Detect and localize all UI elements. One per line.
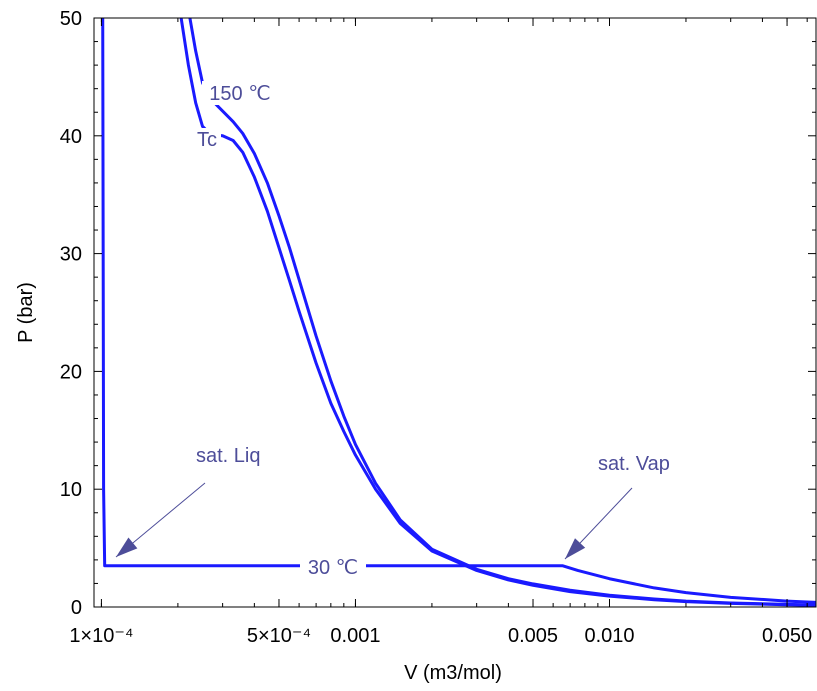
annotation-sat-vap: sat. Vap bbox=[598, 453, 670, 475]
x-tick-label: 0.050 bbox=[762, 625, 812, 647]
isotherm-line-1 bbox=[188, 17, 817, 607]
annotation-tc: Tc bbox=[197, 129, 217, 151]
annotation-30c: 30 ℃ bbox=[308, 557, 358, 579]
label-bg-tc bbox=[193, 128, 221, 150]
arrow-sat-liq-head bbox=[116, 537, 138, 557]
y-tick-label: 40 bbox=[60, 126, 82, 148]
y-axis-label: P (bar) bbox=[15, 282, 37, 343]
x-tick-label: 0.001 bbox=[330, 625, 380, 647]
y-tick-label: 20 bbox=[60, 361, 82, 383]
label-bg-30c bbox=[300, 555, 366, 579]
x-tick-label: 5×10⁻⁴ bbox=[247, 625, 311, 647]
isotherm-curves bbox=[101, 17, 817, 607]
y-tick-label: 50 bbox=[60, 8, 82, 30]
y-axis-ticks: 0 10 20 30 40 50 bbox=[60, 8, 816, 619]
x-axis-ticks: 1×10⁻⁴ 5×10⁻⁴ 0.001 0.005 0.010 0.050 bbox=[69, 18, 812, 647]
y-tick-label: 0 bbox=[71, 597, 82, 619]
x-tick-label: 0.005 bbox=[508, 625, 558, 647]
y-tick-label: 30 bbox=[60, 244, 82, 266]
y-tick-label: 10 bbox=[60, 479, 82, 501]
curve-label-backgrounds bbox=[193, 81, 366, 579]
plot-border bbox=[93, 17, 817, 608]
annotation-sat-liq: sat. Liq bbox=[196, 445, 260, 467]
annotation-150c: 150 ℃ bbox=[209, 83, 270, 105]
annotation-arrows bbox=[115, 482, 633, 560]
label-bg-150c bbox=[202, 81, 278, 105]
plot-frame bbox=[93, 17, 817, 608]
isotherm-line-3 bbox=[101, 17, 817, 604]
x-tick-label: 0.010 bbox=[584, 625, 634, 647]
arrow-sat-vap-head bbox=[565, 538, 586, 559]
x-tick-label: 1×10⁻⁴ bbox=[69, 625, 133, 647]
x-axis-label: V (m3/mol) bbox=[404, 662, 502, 684]
isotherm-line-2 bbox=[179, 17, 817, 607]
